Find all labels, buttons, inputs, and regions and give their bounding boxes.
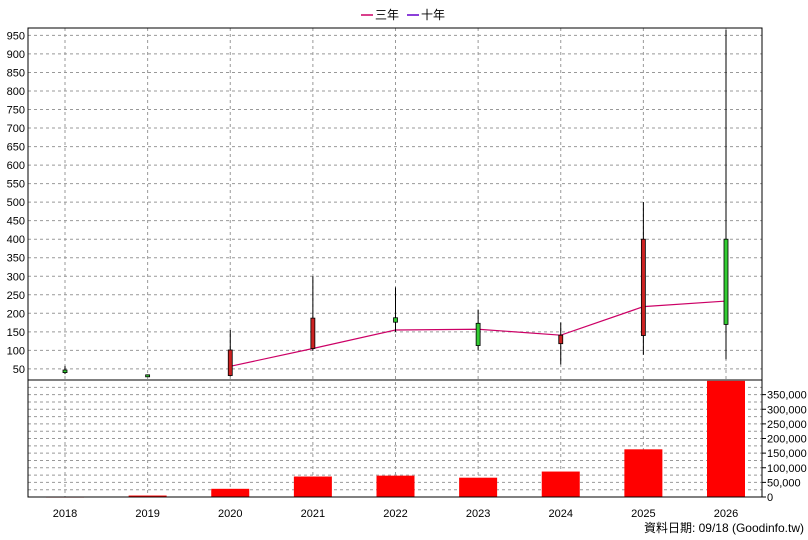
price-tick-label: 600 xyxy=(7,160,25,172)
price-tick-label: 500 xyxy=(7,197,25,209)
candle-body xyxy=(310,317,316,349)
candle-body xyxy=(475,322,481,346)
year-tick-label: 2024 xyxy=(549,508,573,520)
volume-tick-label: 0 xyxy=(767,492,773,504)
price-tick-label: 900 xyxy=(7,49,25,61)
price-tick-label: 550 xyxy=(7,179,25,191)
price-tick-label: 50 xyxy=(13,364,25,376)
price-tick-label: 800 xyxy=(7,86,25,98)
year-tick-label: 2019 xyxy=(135,508,159,520)
price-tick-label: 850 xyxy=(7,67,25,79)
price-tick-label: 450 xyxy=(7,216,25,228)
volume-bar xyxy=(624,449,663,497)
volume-tick-label: 150,000 xyxy=(767,448,807,460)
volume-tick-label: 300,000 xyxy=(767,404,807,416)
axis-labels: 50 100 150 200 250 300 350 400 450 500 550 600 650 70… xyxy=(7,30,807,520)
volume-tick-label: 350,000 xyxy=(767,390,807,402)
grid-lines xyxy=(28,28,762,498)
candle-body xyxy=(145,374,151,378)
price-tick-label: 650 xyxy=(7,142,25,154)
legend-label: 十年 xyxy=(421,8,445,22)
legend: 三年 十年 xyxy=(361,8,445,22)
year-tick-label: 2023 xyxy=(466,508,490,520)
legend-label: 三年 xyxy=(375,8,399,22)
volume-bar xyxy=(459,477,498,497)
price-tick-label: 700 xyxy=(7,123,25,135)
year-tick-label: 2020 xyxy=(218,508,242,520)
volume-tick-label: 100,000 xyxy=(767,463,807,475)
candlesticks xyxy=(62,29,729,378)
plot-frame xyxy=(27,27,763,498)
candle-body xyxy=(640,238,646,336)
price-tick-label: 100 xyxy=(7,345,25,357)
price-tick-label: 200 xyxy=(7,308,25,320)
candle-body xyxy=(393,317,398,323)
volume-bar xyxy=(376,475,415,497)
candle-body xyxy=(723,238,729,325)
price-tick-label: 750 xyxy=(7,105,25,117)
price-tick-label: 250 xyxy=(7,290,25,302)
candle-body xyxy=(62,369,68,373)
candle-body xyxy=(558,334,564,345)
price-tick-label: 350 xyxy=(7,253,25,265)
year-tick-label: 2025 xyxy=(631,508,655,520)
volume-tick-label: 250,000 xyxy=(767,419,807,431)
volume-bars xyxy=(46,380,745,498)
price-tick-label: 150 xyxy=(7,327,25,339)
year-tick-label: 2022 xyxy=(383,508,407,520)
volume-bar xyxy=(293,476,332,497)
volume-bar xyxy=(707,380,745,497)
year-tick-label: 2026 xyxy=(714,508,738,520)
price-tick-label: 400 xyxy=(7,234,25,246)
year-tick-label: 2018 xyxy=(53,508,77,520)
volume-bar xyxy=(211,488,250,497)
volume-bar xyxy=(128,495,167,497)
volume-bar xyxy=(541,471,580,497)
price-tick-label: 300 xyxy=(7,271,25,283)
volume-tick-label: 200,000 xyxy=(767,434,807,446)
data-date-footer: 資料日期: 09/18 (Goodinfo.tw) xyxy=(644,521,804,535)
plot-border xyxy=(27,27,763,498)
candle-body xyxy=(227,349,233,376)
volume-tick-label: 50,000 xyxy=(767,477,801,489)
year-tick-label: 2021 xyxy=(301,508,325,520)
price-tick-label: 950 xyxy=(7,30,25,42)
